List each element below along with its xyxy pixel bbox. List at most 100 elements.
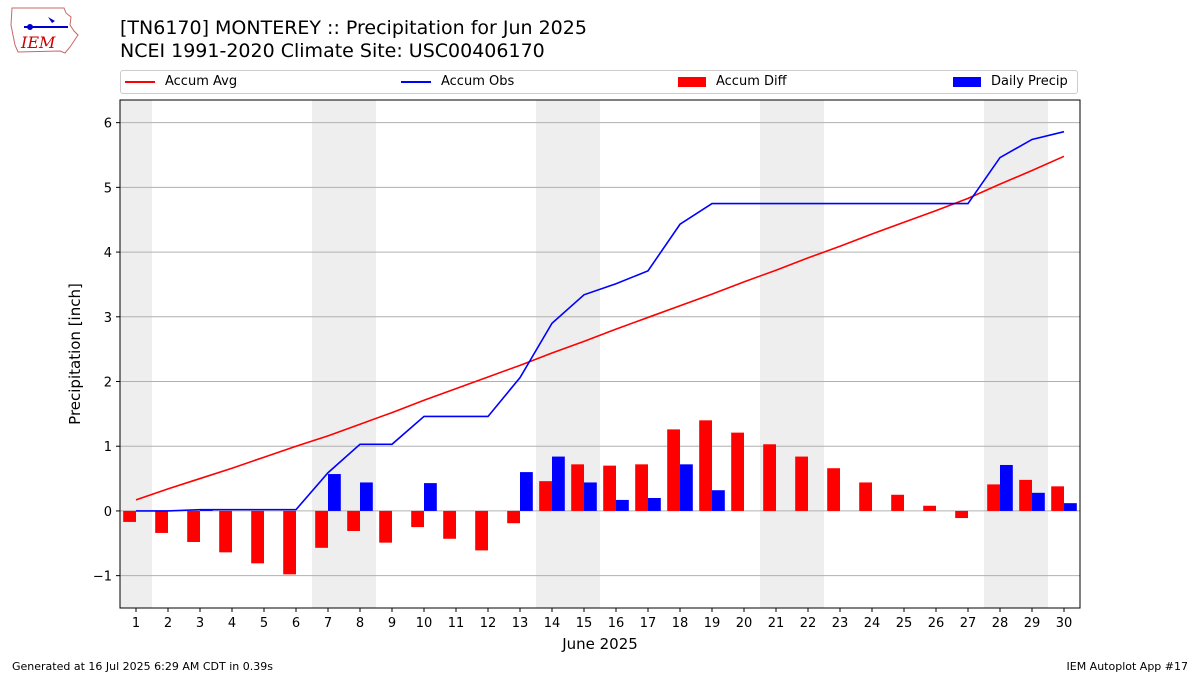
footer-app-text: IEM Autoplot App #17 <box>1066 660 1189 673</box>
bar-accum-diff-day-26 <box>923 505 936 511</box>
bar-daily-precip-day-8 <box>360 482 373 511</box>
y-axis-label: Precipitation [inch] <box>66 283 84 425</box>
y-tick-label-2: 2 <box>104 376 112 391</box>
bar-accum-diff-day-4 <box>219 510 232 553</box>
x-tick-label-15: 15 <box>576 616 593 631</box>
legend-item-accum-obs: Accum Obs <box>401 74 514 89</box>
weekend-shade-day-14 <box>536 100 568 608</box>
x-tick-label-18: 18 <box>672 616 689 631</box>
bar-accum-diff-day-17 <box>635 464 648 511</box>
bar-accum-diff-day-15 <box>571 464 584 511</box>
x-tick-label-2: 2 <box>164 616 172 631</box>
bar-daily-precip-day-15 <box>584 482 597 511</box>
y-tick-label-4: 4 <box>104 246 112 261</box>
x-axis-label: June 2025 <box>561 635 638 653</box>
x-tick-label-4: 4 <box>228 616 236 631</box>
legend-swatch-accum-diff <box>678 76 706 87</box>
bar-accum-diff-day-7 <box>315 510 328 548</box>
weekend-shade-day-22 <box>792 100 824 608</box>
bar-daily-precip-day-30 <box>1064 503 1077 511</box>
x-tick-label-3: 3 <box>196 616 204 631</box>
bar-accum-diff-day-11 <box>443 510 456 539</box>
bar-accum-diff-day-19 <box>699 420 712 511</box>
legend-label-accum-avg: Accum Avg <box>165 74 238 89</box>
y-tick-label-5: 5 <box>104 181 112 196</box>
bar-daily-precip-day-10 <box>424 483 437 511</box>
weekend-shade-day-28 <box>984 100 1016 608</box>
legend-label-daily-precip: Daily Precip <box>991 74 1068 89</box>
bar-accum-diff-day-28 <box>987 484 1000 511</box>
bar-accum-diff-day-9 <box>379 510 392 543</box>
y-tick-label-6: 6 <box>104 117 112 132</box>
bar-accum-diff-day-20 <box>731 432 744 511</box>
bar-accum-diff-day-22 <box>795 456 808 511</box>
x-tick-label-6: 6 <box>292 616 300 631</box>
chart-title: [TN6170] MONTEREY :: Precipitation for J… <box>120 17 587 39</box>
x-tick-label-23: 23 <box>832 616 849 631</box>
x-tick-label-1: 1 <box>132 616 140 631</box>
bar-accum-diff-day-10 <box>411 510 424 528</box>
x-tick-label-19: 19 <box>704 616 721 631</box>
bar-daily-precip-day-18 <box>680 464 693 511</box>
x-tick-label-29: 29 <box>1024 616 1041 631</box>
x-tick-label-13: 13 <box>512 616 529 631</box>
bar-accum-diff-day-13 <box>507 510 520 524</box>
bar-accum-diff-day-16 <box>603 465 616 511</box>
x-tick-label-26: 26 <box>928 616 945 631</box>
x-tick-label-22: 22 <box>800 616 817 631</box>
line-accum-obs <box>136 130 1065 512</box>
iem-logo: IEM <box>10 7 79 54</box>
legend-swatch-accum-avg <box>125 80 155 83</box>
footer-generated-text: Generated at 16 Jul 2025 6:29 AM CDT in … <box>12 660 273 673</box>
bar-daily-precip-day-28 <box>1000 464 1013 511</box>
x-tick-label-27: 27 <box>960 616 977 631</box>
bar-accum-diff-day-12 <box>475 510 488 551</box>
weekend-shade-day-1 <box>120 100 152 608</box>
bar-accum-diff-day-1 <box>123 510 136 522</box>
bar-daily-precip-day-13 <box>520 472 533 511</box>
weekend-shade-day-8 <box>344 100 376 608</box>
bar-accum-diff-day-8 <box>347 510 360 531</box>
legend-label-accum-obs: Accum Obs <box>441 74 515 89</box>
x-tick-label-16: 16 <box>608 616 625 631</box>
x-tick-label-28: 28 <box>992 616 1009 631</box>
legend-swatch-accum-obs <box>401 80 431 83</box>
y-tick-label-1: 1 <box>104 440 112 455</box>
y-tick-label-3: 3 <box>104 311 112 326</box>
bar-accum-diff-day-21 <box>763 444 776 511</box>
bar-accum-diff-day-24 <box>859 482 872 511</box>
legend-item-daily-precip: Daily Precip <box>953 74 1068 89</box>
bar-accum-diff-day-14 <box>539 481 552 511</box>
bar-accum-diff-day-5 <box>251 510 264 564</box>
bar-daily-precip-day-16 <box>616 499 629 511</box>
legend-item-accum-diff: Accum Diff <box>678 74 787 89</box>
weekend-shade-day-15 <box>568 100 600 608</box>
x-tick-label-7: 7 <box>324 616 332 631</box>
legend-swatch-daily-precip <box>953 76 981 87</box>
svg-text:IEM: IEM <box>20 33 56 52</box>
legend-item-accum-avg: Accum Avg <box>125 74 237 89</box>
x-tick-label-9: 9 <box>388 616 396 631</box>
bar-accum-diff-day-27 <box>955 510 968 519</box>
x-tick-label-8: 8 <box>356 616 364 631</box>
bar-accum-diff-day-2 <box>155 510 168 533</box>
bar-daily-precip-day-14 <box>552 456 565 511</box>
x-tick-label-12: 12 <box>480 616 497 631</box>
x-tick-label-20: 20 <box>736 616 753 631</box>
x-tick-label-21: 21 <box>768 616 785 631</box>
bar-daily-precip-day-17 <box>648 497 661 511</box>
bar-accum-diff-day-6 <box>283 510 296 575</box>
chart-subtitle: NCEI 1991-2020 Climate Site: USC00406170 <box>120 40 545 62</box>
plot-frame <box>119 99 1081 609</box>
bar-accum-diff-day-23 <box>827 468 840 511</box>
bar-daily-precip-day-19 <box>712 490 725 511</box>
bar-accum-diff-day-30 <box>1051 486 1064 511</box>
x-tick-label-5: 5 <box>260 616 268 631</box>
x-tick-label-14: 14 <box>544 616 561 631</box>
bar-accum-diff-day-18 <box>667 429 680 511</box>
bar-daily-precip-day-29 <box>1032 492 1045 511</box>
y-tick-label-0: 0 <box>104 505 112 520</box>
weekend-shade-day-21 <box>760 100 792 608</box>
bar-accum-diff-day-25 <box>891 494 904 511</box>
